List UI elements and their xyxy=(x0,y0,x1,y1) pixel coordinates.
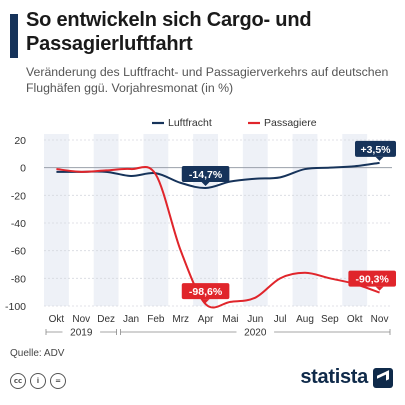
chart-title: So entwickeln sich Cargo- und Passagierl… xyxy=(26,9,312,55)
x-tick-label: Apr xyxy=(198,314,214,325)
year-label: 2020 xyxy=(244,328,267,339)
x-tick-label: Nov xyxy=(371,314,389,325)
data-label-pointer xyxy=(375,156,384,161)
cc-by-icon: i xyxy=(30,373,46,389)
x-tick-label: Sep xyxy=(321,314,339,325)
data-label-pointer xyxy=(201,299,210,304)
brand-name: statista xyxy=(300,366,368,388)
statista-logo[interactable]: statista xyxy=(300,366,393,389)
year-label: 2019 xyxy=(70,328,93,339)
y-tick-label: 20 xyxy=(14,135,26,147)
series-line-passagiere xyxy=(56,165,380,309)
x-tick-label: Jul xyxy=(274,314,287,325)
x-tick-label: Jun xyxy=(247,314,263,325)
license-icons: cc i = xyxy=(10,373,66,389)
x-tick-label: Feb xyxy=(147,314,165,325)
chart-subtitle: Veränderung des Luftfracht- und Passagie… xyxy=(26,65,389,95)
data-label: -98,6% xyxy=(189,286,223,298)
column-band xyxy=(44,134,69,306)
y-tick-label: -20 xyxy=(11,190,26,202)
data-label: -90,3% xyxy=(356,274,390,286)
data-label-box xyxy=(181,283,230,300)
data-label-pointer xyxy=(201,182,210,187)
data-label: -14,7% xyxy=(189,169,223,181)
x-tick-label: Okt xyxy=(49,314,65,325)
y-tick-label: -100 xyxy=(5,301,26,313)
x-tick-label: Mai xyxy=(222,314,238,325)
x-tick-label: Jan xyxy=(123,314,139,325)
data-label: +3,5% xyxy=(360,144,391,156)
y-tick-label: -60 xyxy=(11,246,26,258)
data-label-box xyxy=(355,140,396,157)
x-tick-label: Nov xyxy=(72,314,90,325)
x-tick-label: Okt xyxy=(347,314,363,325)
series-line-luftfracht xyxy=(56,161,380,190)
x-tick-label: Aug xyxy=(296,314,314,325)
title-accent-bar xyxy=(10,14,18,58)
column-band xyxy=(93,134,119,306)
legend-label: Passagiere xyxy=(264,117,317,129)
column-band xyxy=(143,134,169,306)
y-tick-label: 0 xyxy=(20,163,26,175)
column-band xyxy=(292,134,318,306)
y-tick-label: -40 xyxy=(11,218,26,230)
column-band xyxy=(242,134,268,306)
y-tick-label: -80 xyxy=(11,273,26,285)
source-note: Quelle: ADV xyxy=(10,348,65,359)
column-band xyxy=(193,134,218,306)
data-label-box xyxy=(348,270,396,287)
data-label-box xyxy=(181,166,230,183)
data-label-pointer xyxy=(375,286,384,291)
statista-mark-icon xyxy=(373,367,393,388)
cc-nd-icon: = xyxy=(50,373,66,389)
cc-icon: cc xyxy=(10,373,26,389)
x-tick-label: Mrz xyxy=(172,314,189,325)
x-tick-label: Dez xyxy=(97,314,115,325)
legend-label: Luftfracht xyxy=(168,117,212,129)
